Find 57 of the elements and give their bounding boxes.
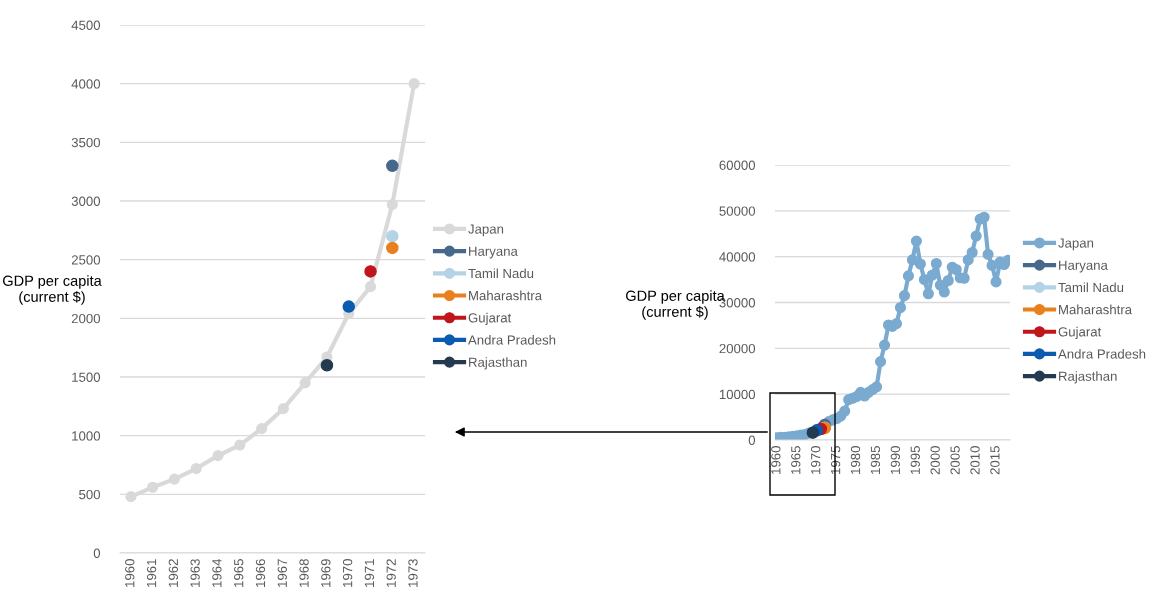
x-tick-label: 1966 xyxy=(255,559,266,587)
legend-label: Haryana xyxy=(1059,260,1108,273)
legend-label: Tamil Nadu xyxy=(1058,282,1124,293)
legend-label: Maharashtra xyxy=(1059,304,1133,315)
x-tick-label: 1995 xyxy=(910,446,920,474)
legend-label: Gujarat xyxy=(1058,326,1102,340)
y-tick-label: 4000 xyxy=(71,79,101,89)
x-tick-label: 1971 xyxy=(364,559,375,587)
x-tick-label: 2005 xyxy=(950,446,960,475)
y-tick-label: 3000 xyxy=(71,196,101,206)
y-tick-label: 500 xyxy=(79,489,101,500)
legend-label: Rajasthan xyxy=(469,357,527,370)
legend-label: Haryana xyxy=(469,246,518,259)
x-tick-label: 1969 xyxy=(321,559,331,587)
x-tick-label: 1964 xyxy=(212,558,222,587)
y-tick-label: 2000 xyxy=(71,313,101,324)
y-tick-label: 4500 xyxy=(71,20,101,30)
y-tick-label: 40000 xyxy=(719,252,756,262)
x-tick-label: 1968 xyxy=(299,559,309,587)
x-tick-label: 2010 xyxy=(970,446,980,475)
x-tick-label: 1963 xyxy=(190,559,200,587)
x-tick-label: 2000 xyxy=(930,446,940,475)
y-tick-label: 50000 xyxy=(719,206,756,216)
y-tick-label: 1000 xyxy=(72,431,101,441)
x-tick-label: 1960 xyxy=(771,446,781,474)
x-tick-label: 1980 xyxy=(850,446,861,474)
y-tick-label: 20000 xyxy=(719,343,756,354)
y-tick-label: 10000 xyxy=(719,389,756,400)
y-tick-label: 1500 xyxy=(72,372,101,382)
legend-label: Tamil Nadu xyxy=(468,268,534,279)
x-tick-label: 1965 xyxy=(791,446,801,474)
legend-label: Maharashtra xyxy=(469,290,543,301)
x-tick-label: 1960 xyxy=(125,559,135,587)
x-tick-label: 1972 xyxy=(386,559,396,587)
legend-label: Rajasthan xyxy=(1059,371,1117,384)
y-tick-label: 0 xyxy=(748,435,756,445)
x-tick-label: 1985 xyxy=(870,446,881,474)
legend-label: Andra Pradesh xyxy=(1058,348,1146,359)
x-tick-label: 2015 xyxy=(990,446,1000,475)
x-tick-label: 1970 xyxy=(811,446,821,474)
x-tick-label: 1965 xyxy=(234,559,244,587)
x-tick-label: 1973 xyxy=(408,559,418,587)
legend-label: Gujarat xyxy=(468,312,512,326)
legend-label: Andra Pradesh xyxy=(468,334,556,345)
x-tick-label: 1967 xyxy=(277,559,287,587)
y-tick-label: 60000 xyxy=(719,160,756,170)
x-tick-label: 1975 xyxy=(830,446,841,474)
x-tick-label: 1990 xyxy=(890,446,901,474)
legend-label: Japan xyxy=(1058,238,1094,251)
x-tick-label: 1962 xyxy=(168,559,179,587)
y-axis-title: GDP per capita (current $) xyxy=(3,275,102,305)
y-tick-label: 2500 xyxy=(71,255,101,265)
x-tick-label: 1970 xyxy=(342,559,353,587)
legend-label: Japan xyxy=(468,224,504,237)
y-tick-label: 3500 xyxy=(71,137,101,148)
y-tick-label: 0 xyxy=(93,548,101,558)
x-tick-label: 1961 xyxy=(146,559,157,587)
